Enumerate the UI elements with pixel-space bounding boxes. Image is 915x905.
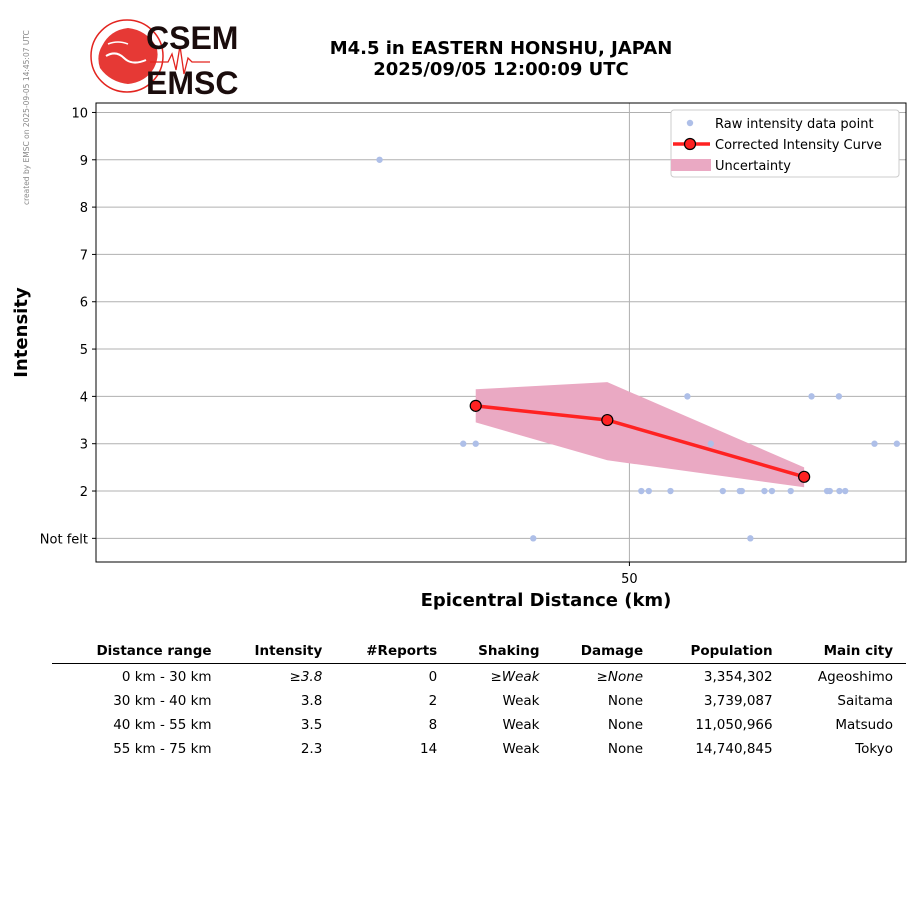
y-tick-label: 9 [80, 154, 88, 169]
cell-intensity: 2.3 [300, 740, 323, 757]
raw-data-point [826, 487, 833, 495]
cell-population: 3,354,302 [703, 668, 773, 685]
header-distance-range: Distance range [52, 640, 225, 664]
legend-curve-marker [683, 137, 697, 151]
y-tick-label: 8 [80, 201, 88, 216]
cell-damage: None [607, 740, 644, 757]
uncertainty-band [475, 382, 805, 488]
legend-raw-marker [686, 119, 694, 127]
y-tick-label: 7 [80, 248, 88, 263]
cell-city: Ageoshimo [817, 668, 893, 685]
cell-intensity: ≥3.8 [289, 668, 323, 685]
plot-frame [95, 102, 907, 563]
legend-band-swatch [671, 159, 711, 171]
table-row: 0 km - 30 km ≥3.8 0 ≥Weak ≥None 3,354,30… [52, 664, 906, 689]
raw-data-point [667, 487, 674, 495]
cell-population: 11,050,966 [695, 716, 773, 733]
cell-reports: 14 [420, 740, 438, 757]
cell-shaking: Weak [502, 692, 540, 709]
svg-text:EMSC: EMSC [146, 65, 238, 98]
raw-data-point [707, 440, 715, 447]
cell-reports: 2 [428, 692, 438, 709]
raw-data-point [835, 393, 843, 400]
intensity-chart: Not felt 2 3 4 5 6 7 8 9 10 50 Epicentral Distance … [11, 102, 907, 611]
header-damage: Damage [552, 640, 657, 664]
chart-title: M4.5 in EASTERN HONSHU, JAPAN 2025/09/05… [300, 38, 702, 80]
legend-box [670, 109, 900, 178]
raw-data-point [376, 156, 383, 163]
cell-shaking: Weak [502, 740, 540, 757]
raw-data-point [638, 487, 645, 495]
title-line-2: 2025/09/05 12:00:09 UTC [373, 59, 629, 80]
cell-range: 55 km - 75 km [113, 740, 212, 757]
y-axis-label: Intensity [11, 287, 32, 378]
y-tick-label: 3 [80, 438, 88, 453]
raw-data-point [738, 487, 746, 495]
cell-damage: ≥None [596, 668, 644, 685]
cell-intensity: 3.8 [300, 692, 323, 709]
cell-range: 30 km - 40 km [113, 692, 212, 709]
svg-text:CSEM: CSEM [146, 20, 238, 56]
header-main-city: Main city [785, 640, 906, 664]
raw-data-point [761, 487, 768, 495]
table-row: 55 km - 75 km 2.3 14 Weak None 14,740,84… [52, 736, 906, 760]
y-tick-label: 10 [71, 106, 88, 121]
cell-city: Tokyo [855, 740, 893, 757]
x-axis-label: Epicentral Distance (km) [421, 590, 672, 611]
plot-area [96, 103, 906, 562]
x-tick-label: 50 [621, 572, 638, 587]
header-reports: #Reports [335, 640, 451, 664]
title-line-1: M4.5 in EASTERN HONSHU, JAPAN [329, 38, 673, 59]
y-tick-label: 5 [80, 343, 88, 358]
cell-shaking: Weak [502, 716, 540, 733]
cell-reports: 0 [428, 668, 438, 685]
raw-data-point [768, 487, 776, 495]
cell-intensity: 3.5 [300, 716, 323, 733]
table-row: 30 km - 40 km 3.8 2 Weak None 3,739,087 … [52, 688, 906, 712]
intensity-curve-marker [798, 470, 811, 483]
header-intensity: Intensity [224, 640, 336, 664]
cell-population: 3,739,087 [703, 692, 773, 709]
legend-label: Uncertainty [715, 159, 791, 174]
raw-data-point [787, 487, 794, 495]
y-tick-label: 6 [80, 296, 88, 311]
cell-damage: None [607, 692, 644, 709]
cell-city: Matsudo [835, 716, 893, 733]
raw-data-point [460, 440, 467, 447]
cell-shaking: ≥Weak [490, 668, 540, 685]
y-tick-label: 2 [80, 485, 88, 500]
raw-data-point [719, 487, 727, 495]
raw-data-point [472, 440, 479, 447]
raw-data-point [684, 393, 691, 400]
raw-data-point [836, 487, 843, 495]
cell-damage: None [607, 716, 644, 733]
y-tick-label: Not felt [40, 532, 88, 547]
table-row: 40 km - 55 km 3.5 8 Weak None 11,050,966… [52, 712, 906, 736]
raw-data-point [747, 535, 754, 542]
raw-data-point [808, 393, 815, 400]
emsc-logo: CSEM EMSC [90, 19, 238, 98]
cell-reports: 8 [428, 716, 438, 733]
legend-label: Raw intensity data point [715, 117, 874, 132]
intensity-summary-table: Distance range Intensity #Reports Shakin… [52, 640, 906, 760]
y-tick-label: 4 [80, 390, 88, 405]
cell-population: 14,740,845 [695, 740, 773, 757]
raw-data-point [893, 440, 901, 447]
raw-data-point [645, 487, 652, 495]
header-population: Population [656, 640, 786, 664]
raw-data-point [842, 487, 849, 495]
cell-city: Saitama [837, 692, 893, 709]
cell-range: 0 km - 30 km [121, 668, 212, 685]
table-header-row: Distance range Intensity #Reports Shakin… [52, 640, 906, 664]
legend-label: Corrected Intensity Curve [715, 138, 882, 153]
header-shaking: Shaking [450, 640, 553, 664]
raw-data-point [871, 440, 878, 447]
raw-data-point [530, 535, 537, 542]
intensity-curve-marker [601, 413, 614, 427]
intensity-curve-marker [469, 399, 482, 412]
cell-range: 40 km - 55 km [113, 716, 212, 733]
